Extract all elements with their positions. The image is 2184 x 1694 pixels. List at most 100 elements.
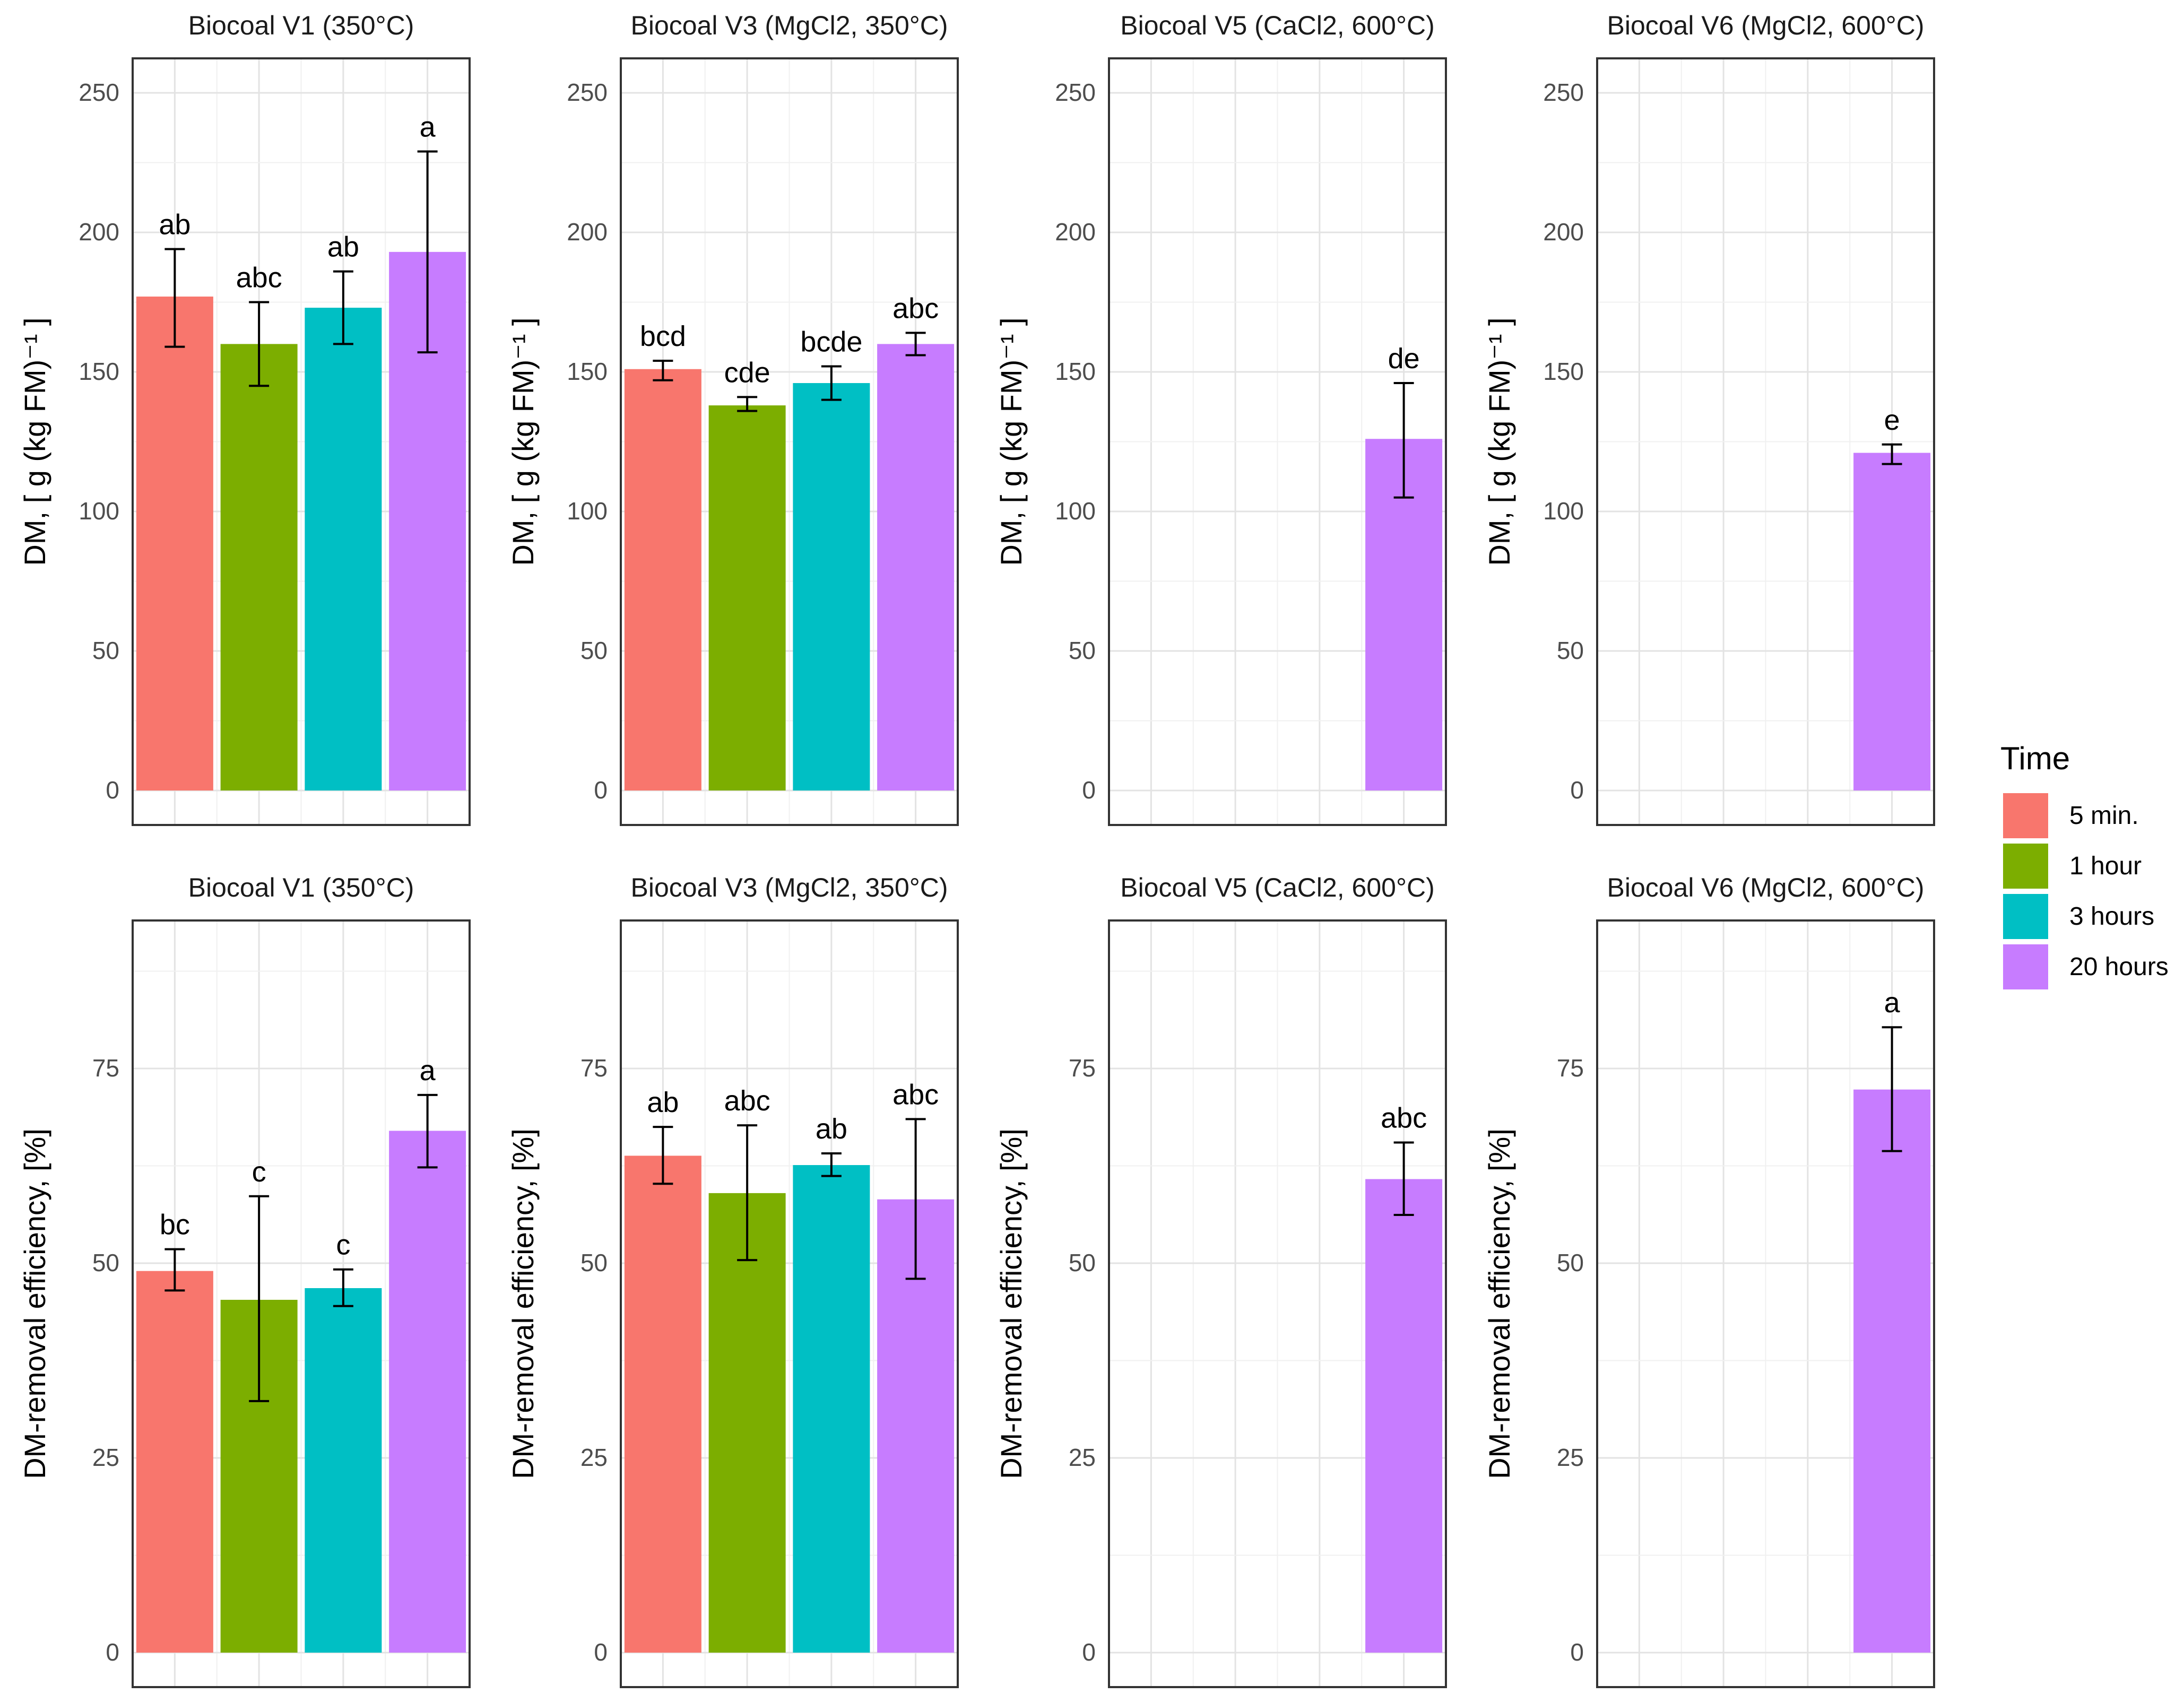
panel-title: Biocoal V6 (MgCl2, 600°C)	[1607, 873, 1924, 902]
y-tick-label: 200	[79, 218, 119, 246]
y-tick-label: 75	[92, 1054, 119, 1082]
y-tick-label: 250	[1543, 79, 1584, 106]
y-tick-label: 50	[580, 637, 608, 664]
panel-title: Biocoal V3 (MgCl2, 350°C)	[630, 873, 948, 902]
legend-label: 3 hours	[2069, 902, 2154, 931]
y-tick-label: 25	[1069, 1444, 1096, 1471]
significance-letter: abc	[1381, 1102, 1427, 1134]
error-bar	[1882, 1026, 1902, 1152]
y-tick-label: 0	[1082, 776, 1096, 804]
y-tick-label: 0	[594, 776, 608, 804]
y-axis-label: DM, [ g (kg FM)⁻¹ ]	[1483, 317, 1516, 566]
panel-border	[1596, 57, 1935, 826]
significance-letter: a	[420, 1055, 436, 1087]
chart-panel: 0 50 100 150 200 250 de Biocoal V5 (CaCl2, 600°…	[994, 11, 1447, 826]
error-bar	[164, 248, 185, 348]
legend-label: 1 hour	[2069, 852, 2142, 880]
legend-label: 5 min.	[2069, 802, 2139, 830]
panel-border	[620, 919, 959, 1688]
panel-title: Biocoal V3 (MgCl2, 350°C)	[630, 11, 948, 40]
bar	[624, 1156, 701, 1653]
bar	[220, 344, 298, 790]
y-tick-label: 25	[92, 1444, 119, 1471]
panel-border	[132, 57, 471, 826]
bar	[305, 308, 382, 790]
significance-letter: c	[336, 1229, 350, 1261]
legend-swatch	[2003, 844, 2048, 889]
y-tick-label: 200	[567, 218, 608, 246]
y-tick-label: 250	[567, 79, 608, 106]
legend: Time 5 min. 1 hour 3 hours 20 hours	[2000, 741, 2169, 989]
error-bar	[417, 150, 438, 354]
significance-letter: e	[1884, 404, 1900, 436]
bar	[708, 405, 786, 790]
y-tick-label: 50	[1557, 1249, 1584, 1276]
significance-letter: abc	[236, 262, 282, 294]
error-bar	[417, 1093, 438, 1169]
error-bar	[737, 1124, 758, 1262]
error-bar	[1393, 1141, 1414, 1216]
y-tick-label: 250	[1055, 79, 1096, 106]
bar	[136, 1271, 213, 1653]
y-tick-label: 100	[1543, 497, 1584, 525]
y-tick-label: 0	[1570, 776, 1584, 804]
significance-letter: cde	[724, 357, 770, 388]
error-bar	[821, 365, 842, 401]
y-tick-label: 250	[79, 79, 119, 106]
error-bar	[653, 359, 673, 381]
significance-letter: bc	[160, 1209, 190, 1241]
significance-letter: abc	[724, 1085, 770, 1117]
error-bar	[905, 332, 926, 357]
y-tick-label: 200	[1055, 218, 1096, 246]
panel-title: Biocoal V6 (MgCl2, 600°C)	[1607, 11, 1924, 40]
y-tick-label: 50	[92, 637, 119, 664]
error-bar	[737, 396, 758, 412]
y-tick-label: 100	[567, 497, 608, 525]
legend-swatch	[2003, 894, 2048, 939]
significance-letter: abc	[892, 292, 939, 324]
y-axis-label: DM, [ g (kg FM)⁻¹ ]	[18, 317, 51, 566]
y-tick-label: 100	[1055, 497, 1096, 525]
error-bar	[249, 1195, 270, 1402]
significance-letter: bcd	[640, 320, 686, 352]
y-tick-label: 150	[567, 358, 608, 385]
bar	[708, 1193, 786, 1653]
bar	[136, 296, 213, 790]
y-tick-label: 150	[1055, 358, 1096, 385]
legend-swatch	[2003, 793, 2048, 838]
bar	[793, 383, 870, 790]
panel-border	[1108, 57, 1447, 826]
bar	[1853, 1089, 1931, 1653]
legend-label: 20 hours	[2069, 953, 2169, 981]
y-tick-label: 150	[1543, 358, 1584, 385]
significance-letter: abc	[892, 1079, 939, 1110]
significance-letter: ab	[816, 1113, 847, 1145]
significance-letter: de	[1388, 343, 1420, 375]
y-tick-label: 50	[580, 1249, 608, 1276]
chart-panel: 0 25 50 75 a Biocoal V6 (MgCl2, 600°C) DM-remo…	[1483, 873, 1935, 1688]
y-tick-label: 25	[1557, 1444, 1584, 1471]
significance-letter: a	[1884, 987, 1901, 1019]
significance-letter: bcde	[800, 326, 862, 358]
panel-title: Biocoal V1 (350°C)	[188, 873, 414, 902]
significance-letter: ab	[327, 231, 359, 263]
significance-letter: a	[420, 111, 436, 143]
bar	[389, 1131, 466, 1653]
bar	[877, 344, 955, 790]
y-tick-label: 50	[92, 1249, 119, 1276]
y-axis-label: DM, [ g (kg FM)⁻¹ ]	[506, 317, 540, 566]
y-tick-label: 75	[1557, 1054, 1584, 1082]
y-tick-label: 0	[1082, 1638, 1096, 1666]
y-tick-label: 0	[106, 776, 119, 804]
y-tick-label: 0	[1570, 1638, 1584, 1666]
panel-title: Biocoal V1 (350°C)	[188, 11, 414, 40]
panel-title: Biocoal V5 (CaCl2, 600°C)	[1120, 11, 1434, 40]
bar	[624, 369, 701, 790]
y-tick-label: 0	[594, 1638, 608, 1666]
legend-title: Time	[2000, 741, 2070, 776]
y-tick-label: 200	[1543, 218, 1584, 246]
chart-panel: 0 50 100 150 200 250 ab abc ab a Biocoal V1 (350°C…	[18, 11, 471, 826]
error-bar	[249, 301, 270, 387]
bar	[793, 1165, 870, 1653]
